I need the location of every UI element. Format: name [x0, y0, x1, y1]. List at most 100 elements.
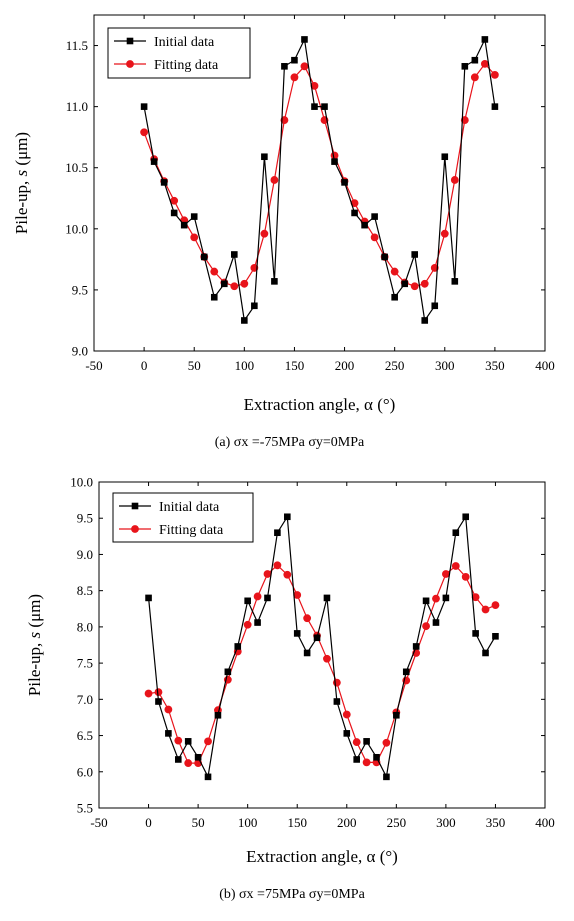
- data-point-initial: [331, 158, 338, 165]
- data-point-fitting: [204, 737, 212, 746]
- y-tick-label: 7.5: [77, 656, 93, 671]
- data-point-initial: [432, 619, 440, 626]
- y-tick-label: 9.0: [77, 547, 93, 562]
- data-point-initial: [402, 668, 410, 676]
- x-tick-label: -50: [85, 358, 102, 373]
- y-axis-label-part: Pile-up,: [25, 638, 44, 696]
- data-point-initial: [401, 280, 408, 288]
- y-tick-label: 8.0: [77, 619, 93, 634]
- legend-marker-circle: [131, 525, 139, 533]
- data-point-initial: [180, 221, 188, 229]
- chart-a: -50 0 50 100 150 200 250 300 350 400 9.0 9.5 10.0 10.…: [12, 14, 555, 450]
- x-tick-label: 400: [535, 358, 555, 373]
- data-point-initial: [351, 209, 358, 217]
- data-point-initial: [190, 213, 198, 220]
- data-point-initial: [492, 633, 499, 640]
- x-tick-label: 300: [436, 815, 456, 830]
- x-tick-label: 300: [435, 358, 455, 373]
- legend-box: [107, 27, 251, 79]
- data-point-fitting: [174, 736, 183, 745]
- data-point-fitting: [441, 570, 450, 578]
- y-tick-label: 10.0: [70, 475, 93, 490]
- data-point-initial: [234, 643, 242, 650]
- data-point-initial: [373, 753, 380, 761]
- data-point-initial: [254, 619, 261, 626]
- data-point-initial: [204, 773, 212, 781]
- data-point-initial: [381, 253, 388, 261]
- data-point-initial: [150, 158, 158, 165]
- data-point-fitting: [300, 62, 309, 71]
- data-point-initial: [155, 698, 162, 705]
- data-point-initial: [472, 630, 479, 637]
- data-point-fitting: [422, 622, 430, 631]
- x-axis-label: Extraction angle, α (°): [244, 395, 396, 414]
- y-tick-label: 11.0: [66, 99, 88, 114]
- x-tick-label: 200: [337, 815, 357, 830]
- figure-caption: (a) σx =-75MPa σy=0MPa: [215, 435, 365, 450]
- data-point-initial: [194, 753, 202, 761]
- data-point-fitting: [461, 573, 470, 581]
- data-point-fitting: [210, 267, 219, 276]
- data-point-fitting: [243, 620, 252, 629]
- legend-label: Initial data: [154, 35, 215, 50]
- y-tick-label: 7.0: [77, 692, 93, 707]
- data-point-initial: [244, 597, 251, 605]
- data-point-fitting: [260, 229, 269, 238]
- data-point-initial: [281, 63, 288, 70]
- data-point-fitting: [440, 229, 449, 238]
- y-tick-label: 10.0: [65, 221, 88, 236]
- data-point-fitting: [270, 176, 279, 184]
- data-point-fitting: [450, 176, 459, 184]
- data-point-fitting: [420, 279, 429, 288]
- data-point-fitting: [470, 73, 479, 82]
- data-point-initial: [441, 153, 449, 161]
- y-tick-label: 9.0: [72, 344, 88, 359]
- data-point-fitting: [481, 605, 490, 614]
- data-point-initial: [264, 594, 271, 602]
- x-axis-label: Extraction angle, α (°): [246, 847, 398, 866]
- data-point-initial: [301, 36, 308, 43]
- legend-marker-circle: [126, 60, 134, 68]
- data-point-fitting: [230, 282, 239, 291]
- data-point-fitting: [471, 593, 480, 602]
- data-point-initial: [333, 698, 341, 705]
- y-tick-label: 6.0: [77, 764, 93, 779]
- legend-label: Initial data: [159, 500, 220, 515]
- data-point-initial: [303, 649, 311, 657]
- data-point-initial: [431, 302, 439, 310]
- data-point-fitting: [273, 561, 282, 570]
- x-tick-label: 350: [485, 358, 505, 373]
- y-tick-label: 5.5: [77, 801, 93, 816]
- x-tick-label: -50: [90, 815, 107, 830]
- data-point-fitting: [170, 196, 179, 205]
- chart-b: -50 0 50 100 150 200 250 300 350 400 5.5 6.0 6.5 7.0 7…: [25, 475, 555, 903]
- data-point-fitting: [362, 758, 371, 767]
- data-point-initial: [462, 513, 470, 521]
- data-point-fitting: [253, 592, 262, 601]
- data-point-initial: [160, 179, 168, 186]
- data-point-fitting: [263, 570, 272, 578]
- y-tick-label: 10.5: [65, 160, 88, 175]
- data-point-initial: [210, 293, 218, 301]
- data-point-fitting: [240, 279, 249, 288]
- data-point-fitting: [352, 738, 361, 746]
- data-point-initial: [170, 209, 178, 217]
- data-point-fitting: [310, 81, 319, 90]
- data-point-initial: [291, 56, 298, 64]
- data-point-initial: [140, 103, 148, 110]
- data-point-fitting: [303, 614, 312, 623]
- x-tick-label: 150: [285, 358, 305, 373]
- data-point-fitting: [432, 594, 440, 603]
- x-tick-label: 200: [335, 358, 355, 373]
- data-point-initial: [174, 756, 182, 763]
- data-point-fitting: [140, 128, 149, 137]
- x-tick-label: 250: [385, 358, 405, 373]
- y-axis-label-part: s: [12, 169, 31, 176]
- legend-marker-square: [126, 37, 134, 45]
- data-point-initial: [241, 317, 248, 324]
- x-tick-label: 150: [287, 815, 307, 830]
- legend-label: Fitting data: [159, 523, 224, 538]
- x-tick-label: 50: [192, 815, 205, 830]
- data-point-initial: [321, 103, 328, 110]
